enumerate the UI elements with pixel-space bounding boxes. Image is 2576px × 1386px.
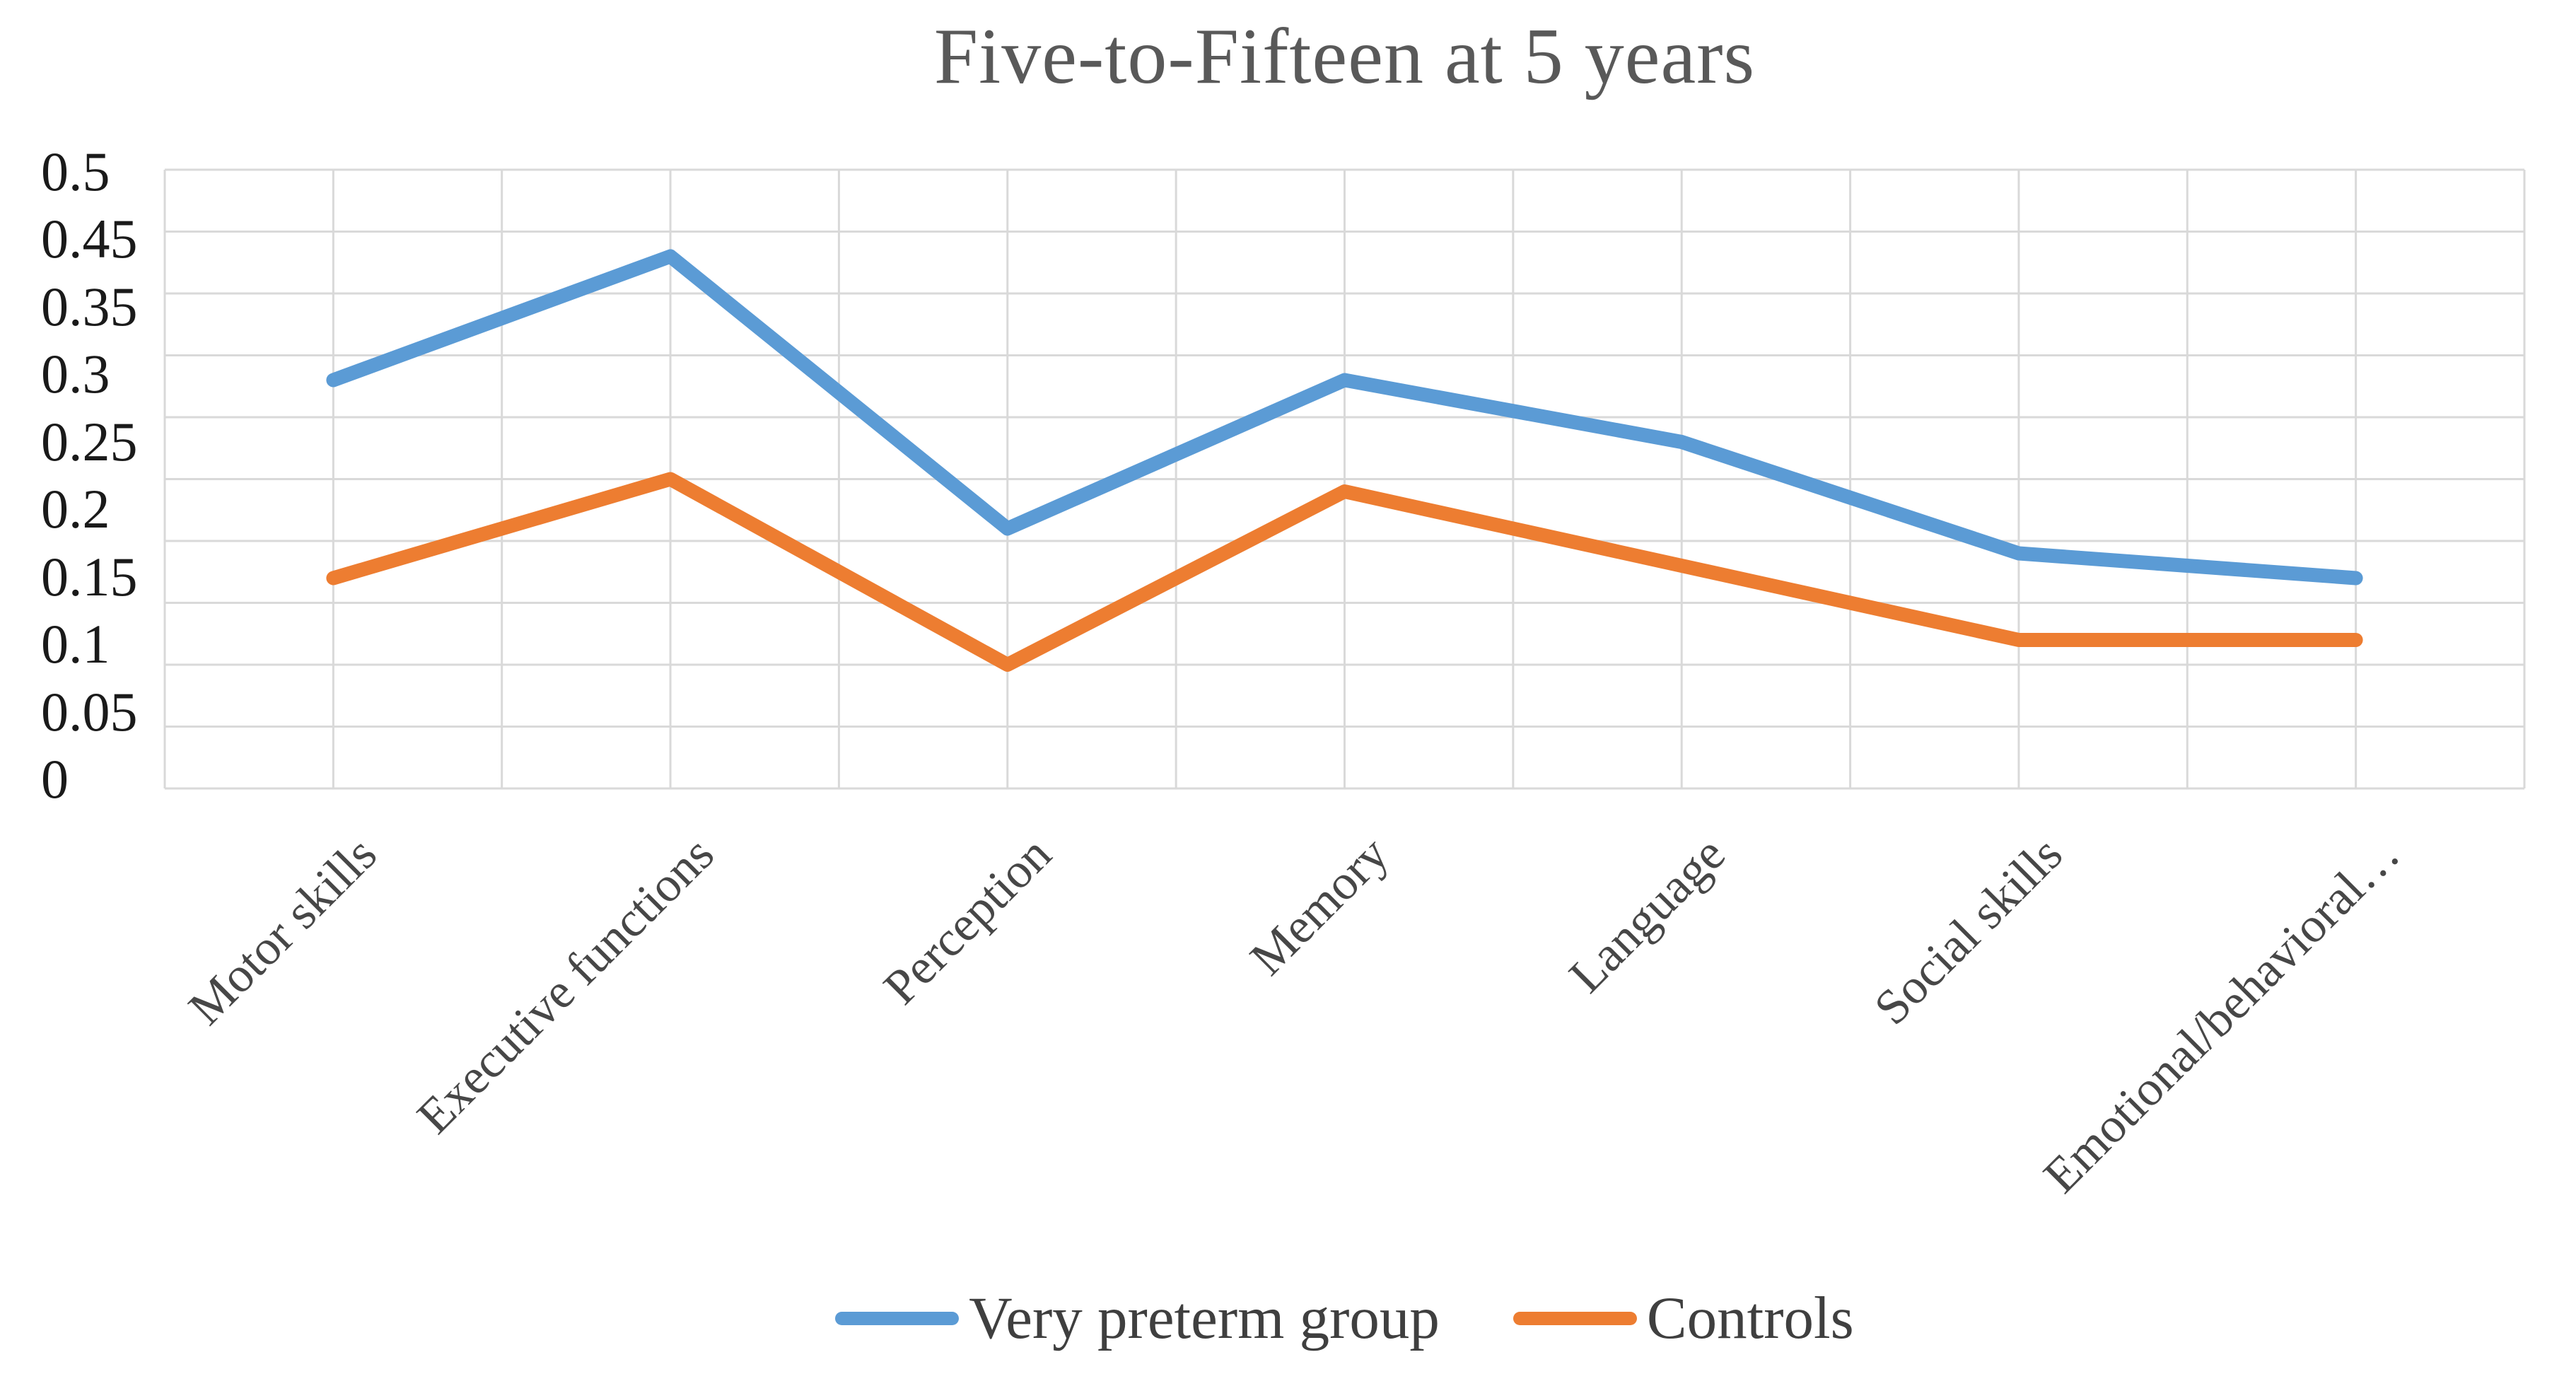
series-line-very-preterm	[326, 249, 2363, 586]
chart-title: Five-to-Fifteen at 5 years	[933, 13, 1756, 100]
y-tick-label: 0.1	[41, 613, 110, 675]
y-tick-label: 0.35	[41, 275, 138, 337]
legend-item-very-preterm: Very preterm group	[835, 1288, 1440, 1349]
legend: Very preterm group Controls	[165, 1288, 2524, 1349]
y-tick-label: 0	[41, 748, 69, 810]
y-tick-label: 0.45	[41, 208, 138, 270]
legend-item-controls: Controls	[1513, 1288, 1854, 1349]
legend-line-swatch-blue	[835, 1312, 960, 1325]
y-tick-label: 0.5	[41, 141, 110, 202]
y-tick-label: 0.25	[41, 410, 138, 472]
legend-label: Very preterm group	[969, 1285, 1440, 1351]
series-line-controls	[326, 472, 2363, 672]
y-tick-label: 0.3	[41, 343, 110, 405]
y-tick-label: 0.2	[41, 478, 110, 540]
y-tick-label: 0.15	[41, 545, 138, 607]
y-tick-label: 0.05	[41, 680, 138, 742]
legend-label: Controls	[1646, 1285, 1854, 1351]
legend-line-swatch-orange	[1513, 1312, 1637, 1325]
